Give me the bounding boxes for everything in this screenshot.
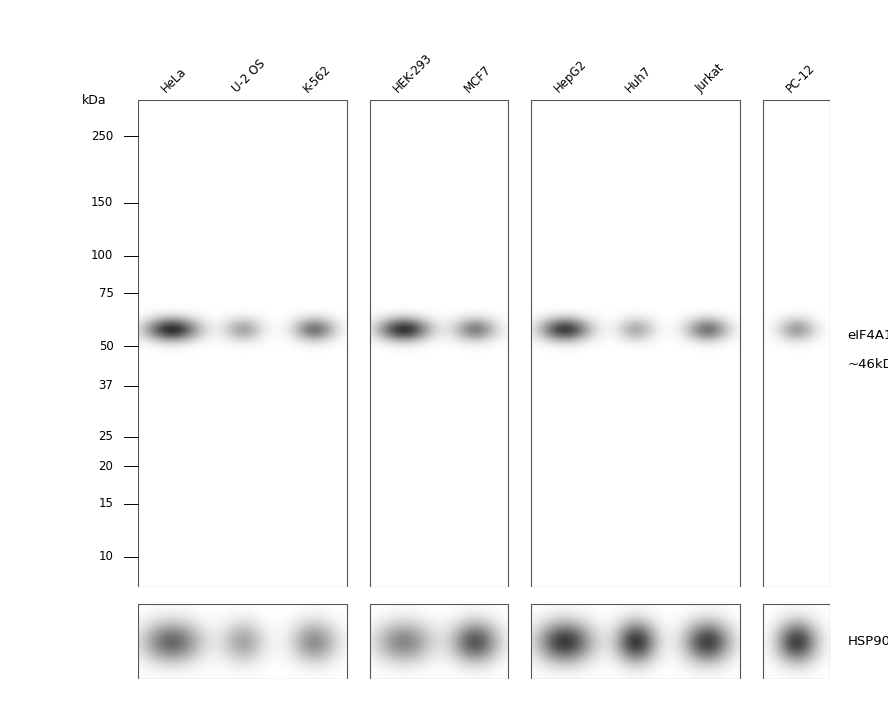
Bar <box>763 100 830 587</box>
Text: 10: 10 <box>99 550 114 563</box>
Text: MCF7: MCF7 <box>462 63 494 95</box>
Bar <box>138 100 347 587</box>
Bar <box>531 604 741 679</box>
Text: HSP90: HSP90 <box>847 635 888 648</box>
Text: 150: 150 <box>91 196 114 210</box>
Text: Jurkat: Jurkat <box>694 61 727 95</box>
Text: 50: 50 <box>99 340 114 353</box>
Text: eIF4A1: eIF4A1 <box>847 329 888 342</box>
Text: Huh7: Huh7 <box>622 63 654 95</box>
Bar <box>369 100 508 587</box>
Text: HEK-293: HEK-293 <box>391 50 435 95</box>
Text: PC-12: PC-12 <box>784 61 818 95</box>
Bar <box>763 604 830 679</box>
Bar <box>531 100 741 587</box>
Text: 37: 37 <box>99 379 114 392</box>
Text: HeLa: HeLa <box>159 65 189 95</box>
Text: K-562: K-562 <box>301 62 333 95</box>
Text: 250: 250 <box>91 129 114 143</box>
Text: HepG2: HepG2 <box>551 57 590 95</box>
Text: ~46kDa: ~46kDa <box>847 358 888 371</box>
Text: 15: 15 <box>99 497 114 510</box>
Bar <box>138 604 347 679</box>
Text: 75: 75 <box>99 287 114 300</box>
Text: 100: 100 <box>91 250 114 262</box>
Bar <box>369 604 508 679</box>
Text: 25: 25 <box>99 430 114 444</box>
Text: kDa: kDa <box>82 94 107 107</box>
Text: 20: 20 <box>99 459 114 473</box>
Text: U-2 OS: U-2 OS <box>230 57 267 95</box>
